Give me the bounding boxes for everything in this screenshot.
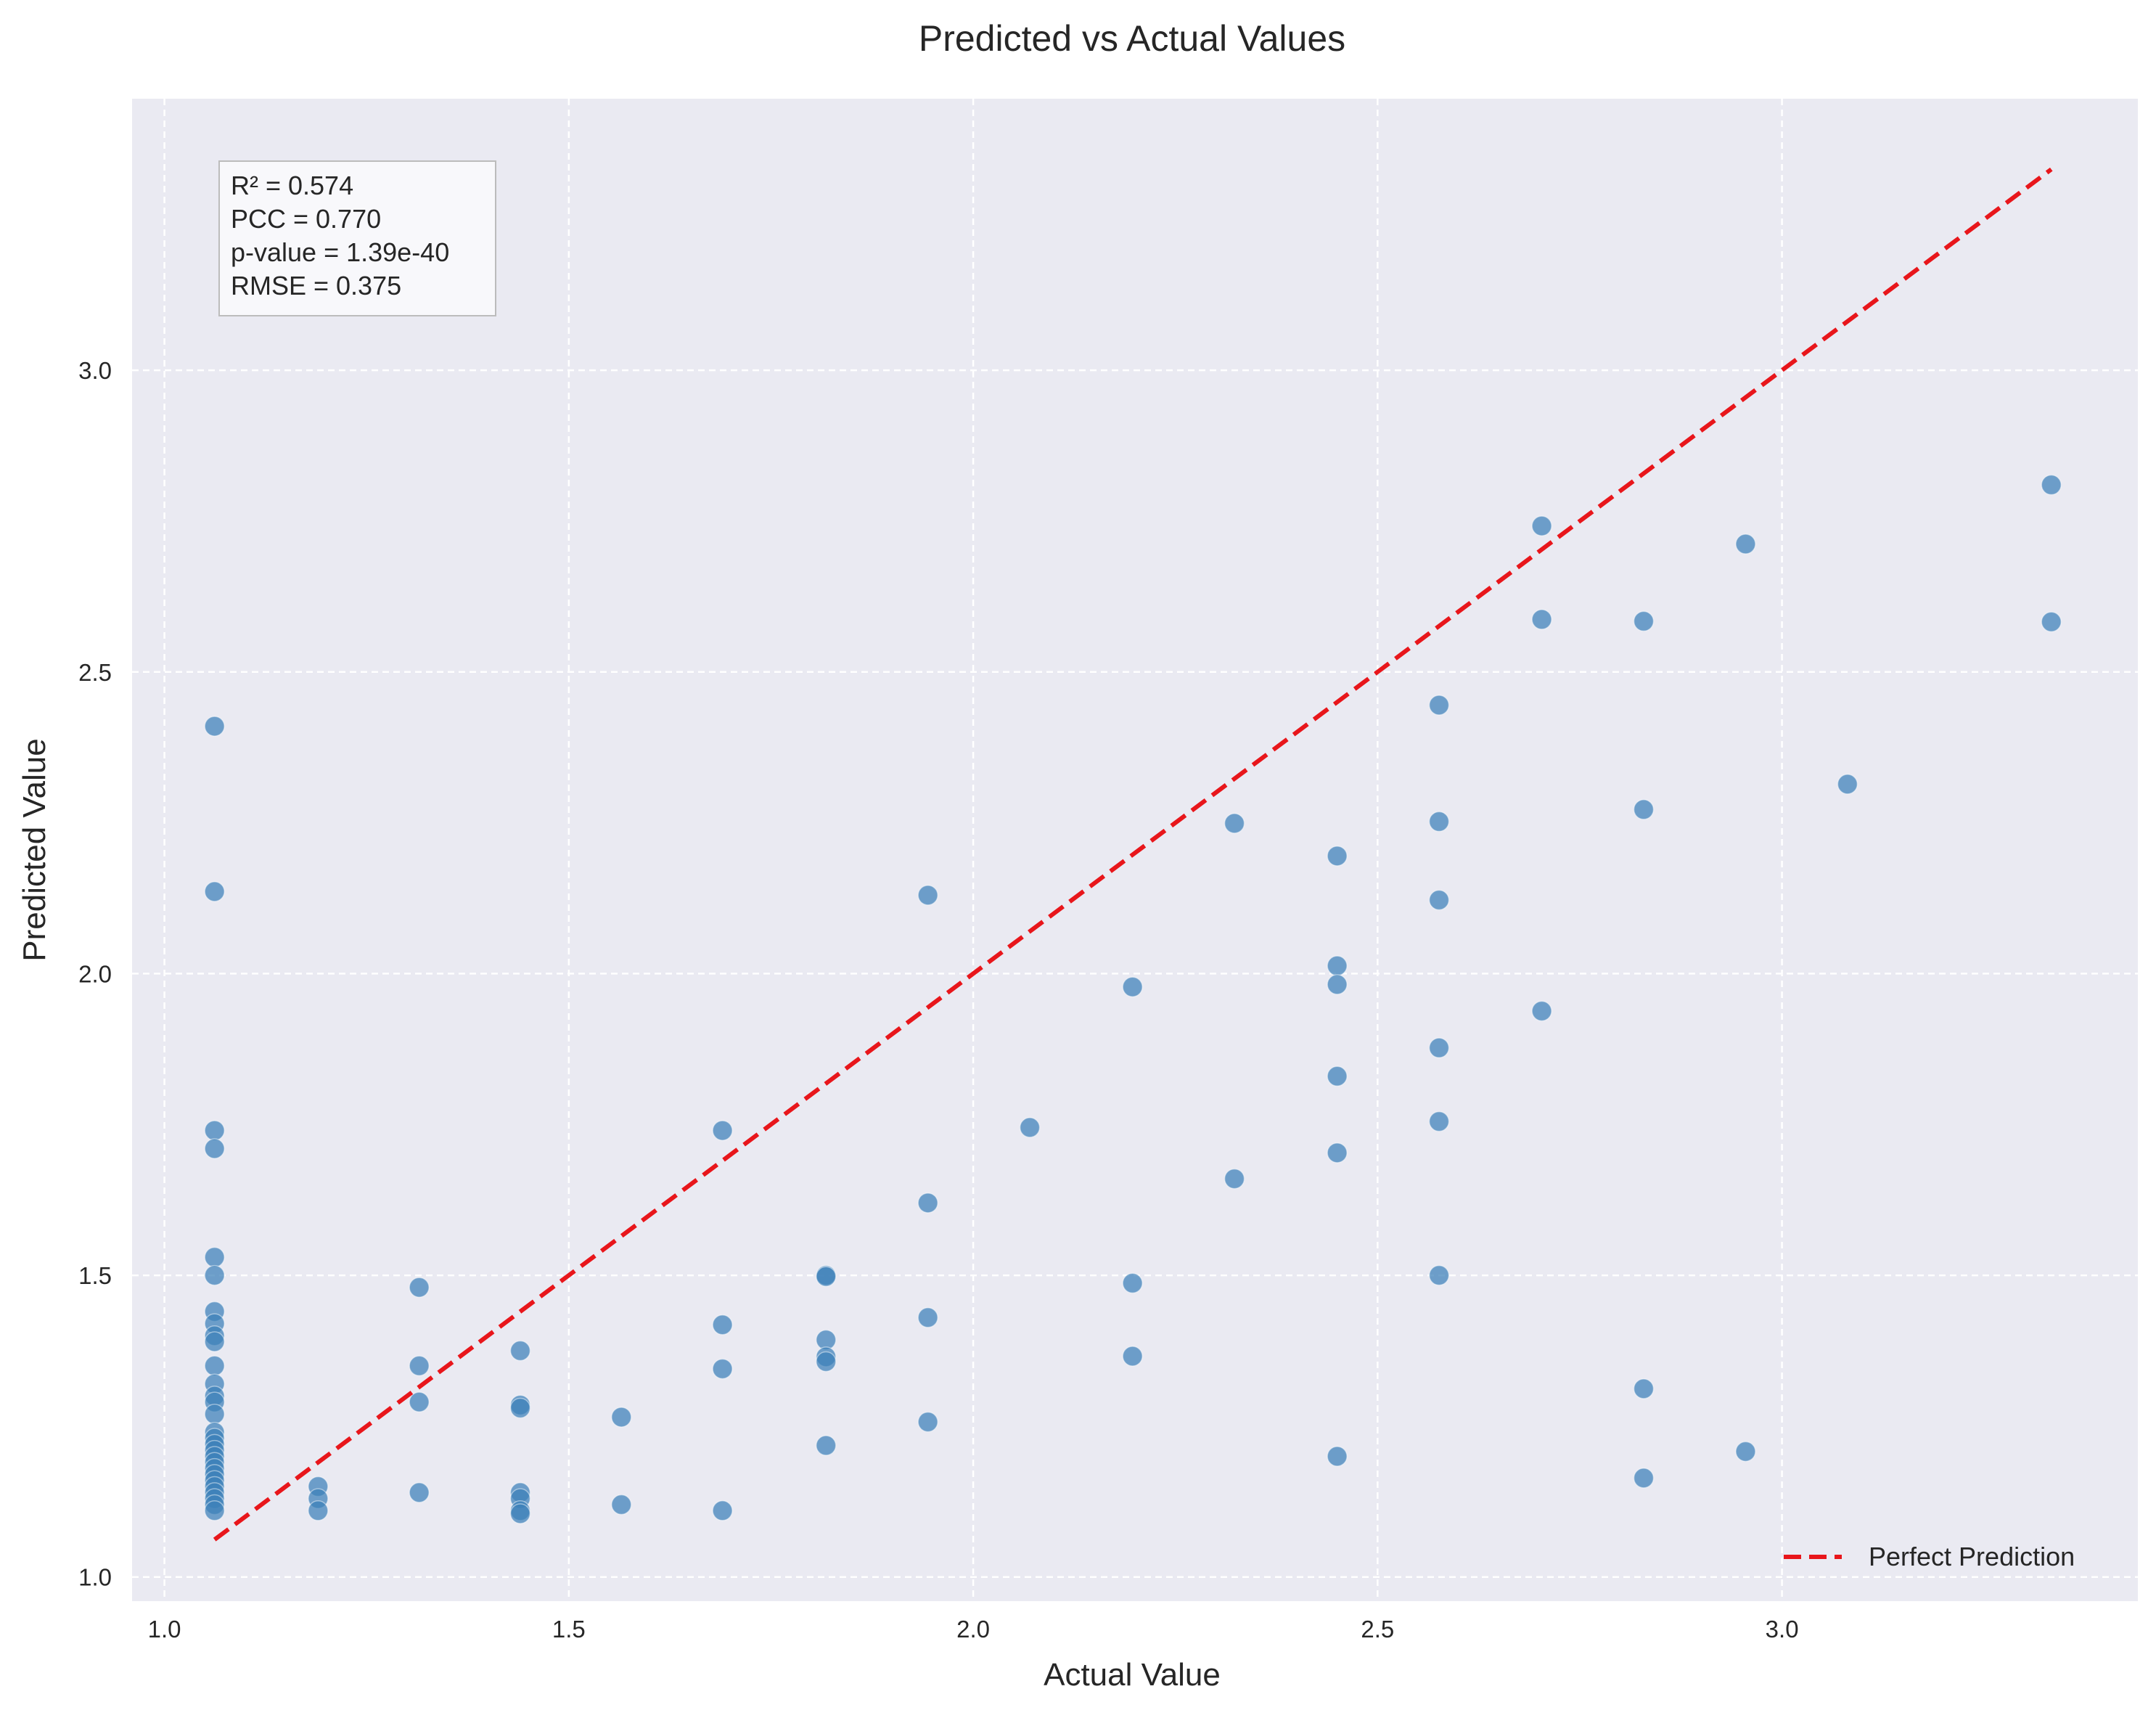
data-point xyxy=(2041,611,2062,633)
y-tick-label: 3.0 xyxy=(78,357,112,384)
data-point xyxy=(1327,974,1348,995)
grid-lines xyxy=(132,99,2138,1601)
legend: Perfect Prediction xyxy=(1784,1542,2075,1571)
legend-label: Perfect Prediction xyxy=(1869,1542,2075,1571)
data-point xyxy=(816,1266,837,1287)
plot-area xyxy=(132,99,2138,1601)
data-point xyxy=(2041,474,2062,496)
data-point xyxy=(712,1500,733,1521)
y-tick-label: 1.0 xyxy=(78,1564,112,1591)
data-point xyxy=(1428,811,1450,833)
data-point xyxy=(1633,1378,1655,1399)
data-point xyxy=(1019,1117,1041,1138)
data-point xyxy=(204,1246,225,1268)
data-point xyxy=(509,1397,531,1419)
data-point xyxy=(1122,976,1143,997)
data-point xyxy=(1531,515,1552,536)
data-point xyxy=(509,1503,531,1524)
x-tick-label: 2.5 xyxy=(1361,1616,1394,1643)
data-point xyxy=(204,716,225,737)
data-point xyxy=(204,1120,225,1141)
chart-title: Predicted vs Actual Values xyxy=(919,18,1345,59)
data-point xyxy=(1428,1264,1450,1286)
data-point xyxy=(1122,1346,1143,1367)
data-point xyxy=(409,1355,430,1377)
data-point xyxy=(611,1407,632,1428)
data-point xyxy=(1327,846,1348,867)
data-point xyxy=(1327,955,1348,976)
data-point xyxy=(204,881,225,902)
data-point xyxy=(204,1500,225,1521)
data-point xyxy=(1122,1272,1143,1294)
data-point xyxy=(409,1482,430,1503)
x-tick-label: 1.0 xyxy=(148,1616,181,1643)
y-tick-label: 2.0 xyxy=(78,960,112,987)
data-point xyxy=(1223,813,1245,834)
data-point xyxy=(917,1307,938,1328)
data-point xyxy=(611,1494,632,1515)
data-point xyxy=(1428,1037,1450,1058)
y-tick-label: 2.5 xyxy=(78,659,112,686)
data-point xyxy=(204,1264,225,1286)
data-point xyxy=(308,1500,329,1521)
data-point xyxy=(917,1193,938,1214)
data-point xyxy=(1633,1468,1655,1489)
data-point xyxy=(204,1331,225,1352)
data-point xyxy=(204,1138,225,1159)
stat-p-value: p-value = 1.39e-40 xyxy=(231,237,449,267)
stat-pcc: PCC = 0.770 xyxy=(231,204,381,234)
data-point xyxy=(1223,1168,1245,1190)
stats-box: R² = 0.574 PCC = 0.770 p-value = 1.39e-4… xyxy=(218,160,496,316)
stat-r-squared: R² = 0.574 xyxy=(231,171,353,200)
data-point xyxy=(1428,695,1450,716)
data-point xyxy=(1327,1142,1348,1163)
data-point xyxy=(1633,799,1655,820)
data-point xyxy=(509,1340,531,1362)
data-point xyxy=(816,1351,837,1373)
x-axis-label: Actual Value xyxy=(1044,1657,1221,1693)
data-point xyxy=(917,885,938,906)
data-point xyxy=(409,1277,430,1298)
data-point xyxy=(1531,1000,1552,1022)
data-point xyxy=(409,1391,430,1412)
data-point xyxy=(1735,1441,1756,1463)
data-point xyxy=(1327,1065,1348,1087)
data-points xyxy=(204,474,2062,1524)
data-point xyxy=(1735,533,1756,555)
data-point xyxy=(1428,889,1450,911)
data-point xyxy=(1327,1446,1348,1467)
data-point xyxy=(712,1314,733,1335)
x-tick-label: 1.5 xyxy=(552,1616,586,1643)
x-tick-label: 3.0 xyxy=(1766,1616,1799,1643)
perfect-prediction-line xyxy=(213,167,2053,1542)
data-point xyxy=(917,1411,938,1433)
data-point xyxy=(712,1120,733,1141)
y-axis-ticks: 1.0 1.5 2.0 2.5 3.0 xyxy=(78,357,112,1591)
data-point xyxy=(204,1404,225,1425)
data-point xyxy=(1428,1110,1450,1132)
x-axis-ticks: 1.0 1.5 2.0 2.5 3.0 xyxy=(148,1616,1799,1643)
data-point xyxy=(204,1355,225,1377)
data-point xyxy=(1531,609,1552,630)
y-tick-label: 1.5 xyxy=(78,1262,112,1289)
data-point xyxy=(816,1435,837,1456)
data-point xyxy=(712,1358,733,1380)
data-point xyxy=(1837,774,1858,795)
x-tick-label: 2.0 xyxy=(956,1616,990,1643)
stat-rmse: RMSE = 0.375 xyxy=(231,271,401,300)
y-axis-label: Predicted Value xyxy=(17,738,52,961)
data-point xyxy=(1633,610,1655,632)
